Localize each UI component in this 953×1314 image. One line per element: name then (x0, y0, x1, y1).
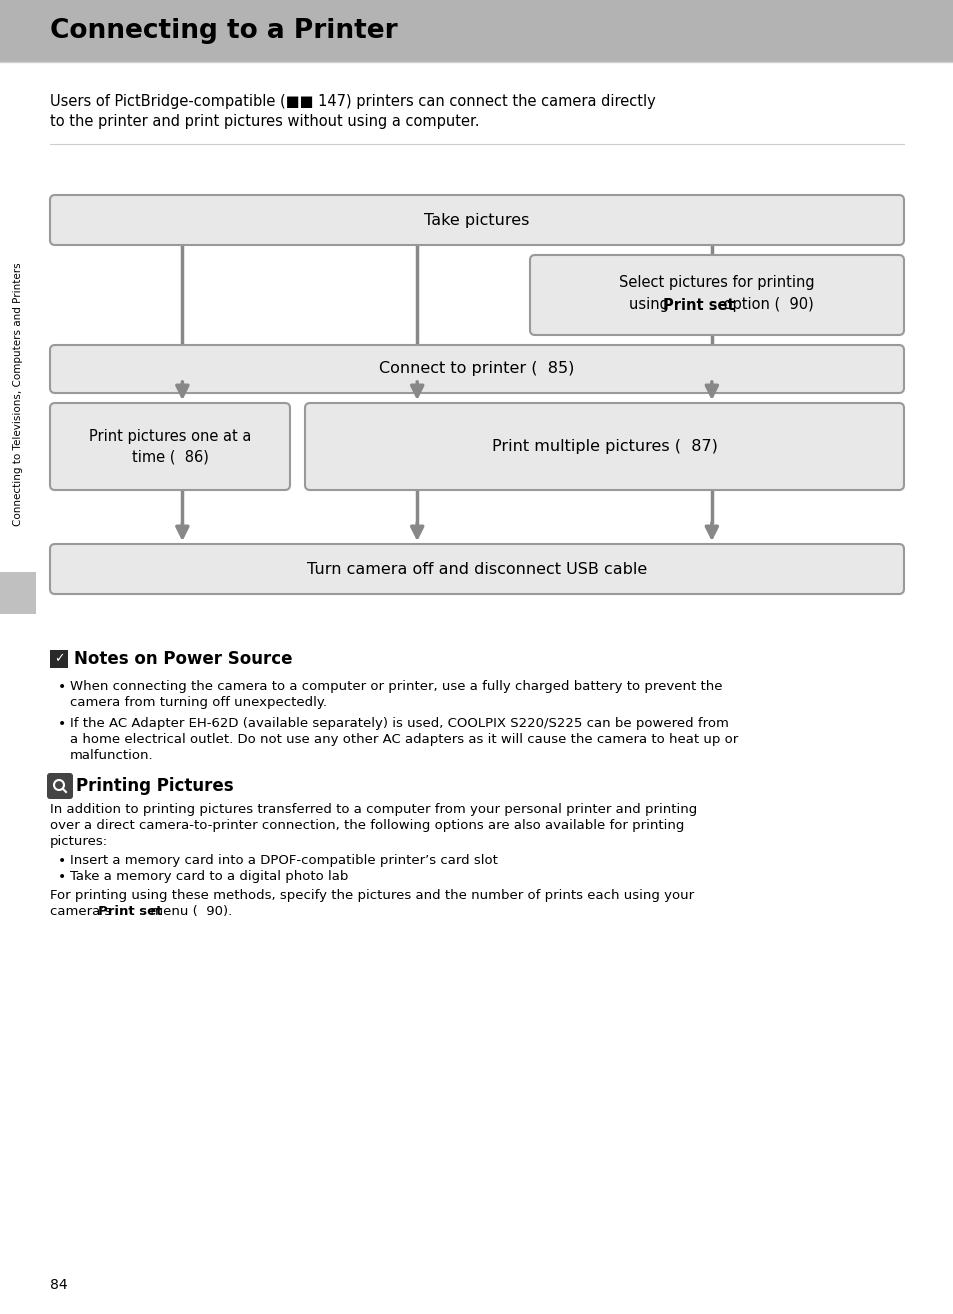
FancyBboxPatch shape (50, 346, 903, 393)
Text: a home electrical outlet. Do not use any other AC adapters as it will cause the : a home electrical outlet. Do not use any… (70, 733, 738, 746)
Text: Print multiple pictures (  87): Print multiple pictures ( 87) (491, 439, 717, 455)
Text: time (  86): time ( 86) (132, 449, 208, 464)
Text: •: • (58, 870, 66, 884)
Text: Users of PictBridge-compatible (■■ 147) printers can connect the camera directly: Users of PictBridge-compatible (■■ 147) … (50, 95, 655, 109)
Text: Take pictures: Take pictures (424, 213, 529, 227)
Text: camera’s: camera’s (50, 905, 115, 918)
Text: Print pictures one at a: Print pictures one at a (89, 428, 251, 444)
Text: 84: 84 (50, 1279, 68, 1292)
Text: •: • (58, 681, 66, 694)
Text: Take a memory card to a digital photo lab: Take a memory card to a digital photo la… (70, 870, 348, 883)
Text: Connect to printer (  85): Connect to printer ( 85) (379, 361, 574, 377)
Text: ✓: ✓ (53, 653, 64, 665)
Text: If the AC Adapter EH-62D (available separately) is used, COOLPIX S220/S225 can b: If the AC Adapter EH-62D (available sepa… (70, 717, 728, 731)
Text: Notes on Power Source: Notes on Power Source (74, 650, 293, 668)
Bar (50, 650, 68, 668)
Text: In addition to printing pictures transferred to a computer from your personal pr: In addition to printing pictures transfe… (50, 803, 697, 816)
Text: to the printer and print pictures without using a computer.: to the printer and print pictures withou… (50, 114, 479, 129)
Text: For printing using these methods, specify the pictures and the number of prints : For printing using these methods, specif… (50, 890, 694, 901)
FancyBboxPatch shape (530, 255, 903, 335)
Text: using: using (628, 297, 673, 313)
Text: When connecting the camera to a computer or printer, use a fully charged battery: When connecting the camera to a computer… (70, 681, 721, 692)
Text: •: • (58, 717, 66, 731)
FancyBboxPatch shape (50, 544, 903, 594)
Text: pictures:: pictures: (50, 834, 108, 848)
FancyBboxPatch shape (50, 194, 903, 244)
Text: Select pictures for printing: Select pictures for printing (618, 276, 814, 290)
Text: Connecting to Televisions, Computers and Printers: Connecting to Televisions, Computers and… (13, 263, 23, 527)
Text: Insert a memory card into a DPOF-compatible printer’s card slot: Insert a memory card into a DPOF-compati… (70, 854, 497, 867)
FancyBboxPatch shape (47, 773, 73, 799)
Bar (0, 0, 953, 62)
Text: over a direct camera-to-printer connection, the following options are also avail: over a direct camera-to-printer connecti… (50, 819, 683, 832)
Text: Print set: Print set (662, 297, 734, 313)
Bar (0, 572, 36, 614)
Text: Connecting to a Printer: Connecting to a Printer (50, 18, 397, 43)
Text: malfunction.: malfunction. (70, 749, 153, 762)
Text: option (  90): option ( 90) (719, 297, 813, 313)
Text: Print set: Print set (98, 905, 162, 918)
Text: camera from turning off unexpectedly.: camera from turning off unexpectedly. (70, 696, 327, 710)
Text: •: • (58, 854, 66, 869)
Text: Turn camera off and disconnect USB cable: Turn camera off and disconnect USB cable (307, 561, 646, 577)
FancyBboxPatch shape (305, 403, 903, 490)
Text: Printing Pictures: Printing Pictures (76, 777, 233, 795)
Text: menu (  90).: menu ( 90). (146, 905, 232, 918)
FancyBboxPatch shape (50, 403, 290, 490)
